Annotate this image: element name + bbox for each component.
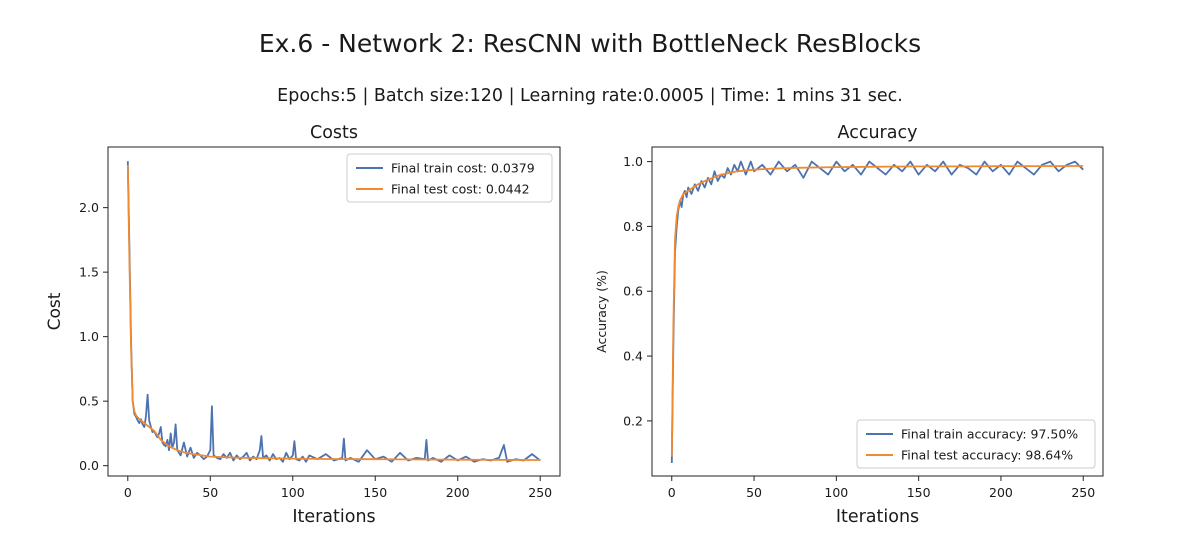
- accuracy-y-tick-label: 0.2: [623, 413, 643, 428]
- accuracy-x-tick-label: 0: [668, 485, 676, 500]
- costs-x-tick-label: 150: [363, 485, 387, 500]
- accuracy-y-tick-label: 1.0: [623, 154, 643, 169]
- costs-x-tick-label: 200: [446, 485, 470, 500]
- costs-train-line: [126, 161, 541, 463]
- costs-chart: Costs 0 50 100 150 200 250 0.0 0.5 1.0 1.5 2.0 Itera…: [45, 123, 561, 527]
- accuracy-x-tick-label: 250: [1071, 485, 1095, 500]
- costs-legend-label-test: Final test cost: 0.0442: [391, 182, 530, 197]
- accuracy-test-line: [670, 165, 1084, 457]
- figure-suptitle: Ex.6 - Network 2: ResCNN with BottleNeck…: [259, 29, 921, 58]
- costs-plot-frame: [107, 146, 561, 477]
- accuracy-train-line: [670, 160, 1084, 464]
- costs-y-axis-label: Cost: [45, 292, 65, 330]
- accuracy-chart: Accuracy 0 50 100 150 200 250 0.2 0.4 0.6 0.8 1.0 It…: [594, 123, 1104, 527]
- accuracy-y-tick-label: 0.4: [623, 349, 643, 364]
- figure-subtitle: Epochs:5 | Batch size:120 | Learning rat…: [277, 86, 903, 106]
- costs-y-tick-label: 2.0: [79, 200, 99, 215]
- costs-x-tick-label: 250: [528, 485, 552, 500]
- costs-x-tick-label: 50: [202, 485, 218, 500]
- accuracy-plot-frame: [651, 146, 1104, 477]
- accuracy-legend: [856, 419, 1096, 469]
- costs-y-tick-label: 0.5: [79, 394, 99, 409]
- accuracy-x-tick-label: 200: [989, 485, 1013, 500]
- accuracy-y-tick-label: 0.6: [623, 284, 643, 299]
- costs-legend-label-train: Final train cost: 0.0379: [391, 161, 535, 176]
- accuracy-y-axis-label: Accuracy (%): [594, 270, 609, 353]
- accuracy-y-tick-label: 0.8: [623, 219, 643, 234]
- costs-x-axis-label: Iterations: [292, 507, 375, 527]
- costs-y-tick-label: 0.0: [79, 458, 99, 473]
- accuracy-x-tick-label: 50: [746, 485, 762, 500]
- accuracy-legend-label-train: Final train accuracy: 97.50%: [901, 427, 1078, 442]
- costs-y-tick-label: 1.0: [79, 329, 99, 344]
- accuracy-title: Accuracy: [838, 123, 918, 143]
- costs-x-tick-label: 0: [124, 485, 132, 500]
- accuracy-x-tick-label: 100: [824, 485, 848, 500]
- costs-test-line: [126, 165, 541, 461]
- accuracy-x-axis-label: Iterations: [836, 507, 919, 527]
- accuracy-legend-label-test: Final test accuracy: 98.64%: [901, 448, 1073, 463]
- costs-legend: [346, 153, 553, 203]
- costs-x-tick-label: 100: [281, 485, 305, 500]
- accuracy-x-tick-label: 150: [907, 485, 931, 500]
- costs-title: Costs: [310, 123, 358, 143]
- costs-y-tick-label: 1.5: [79, 265, 99, 280]
